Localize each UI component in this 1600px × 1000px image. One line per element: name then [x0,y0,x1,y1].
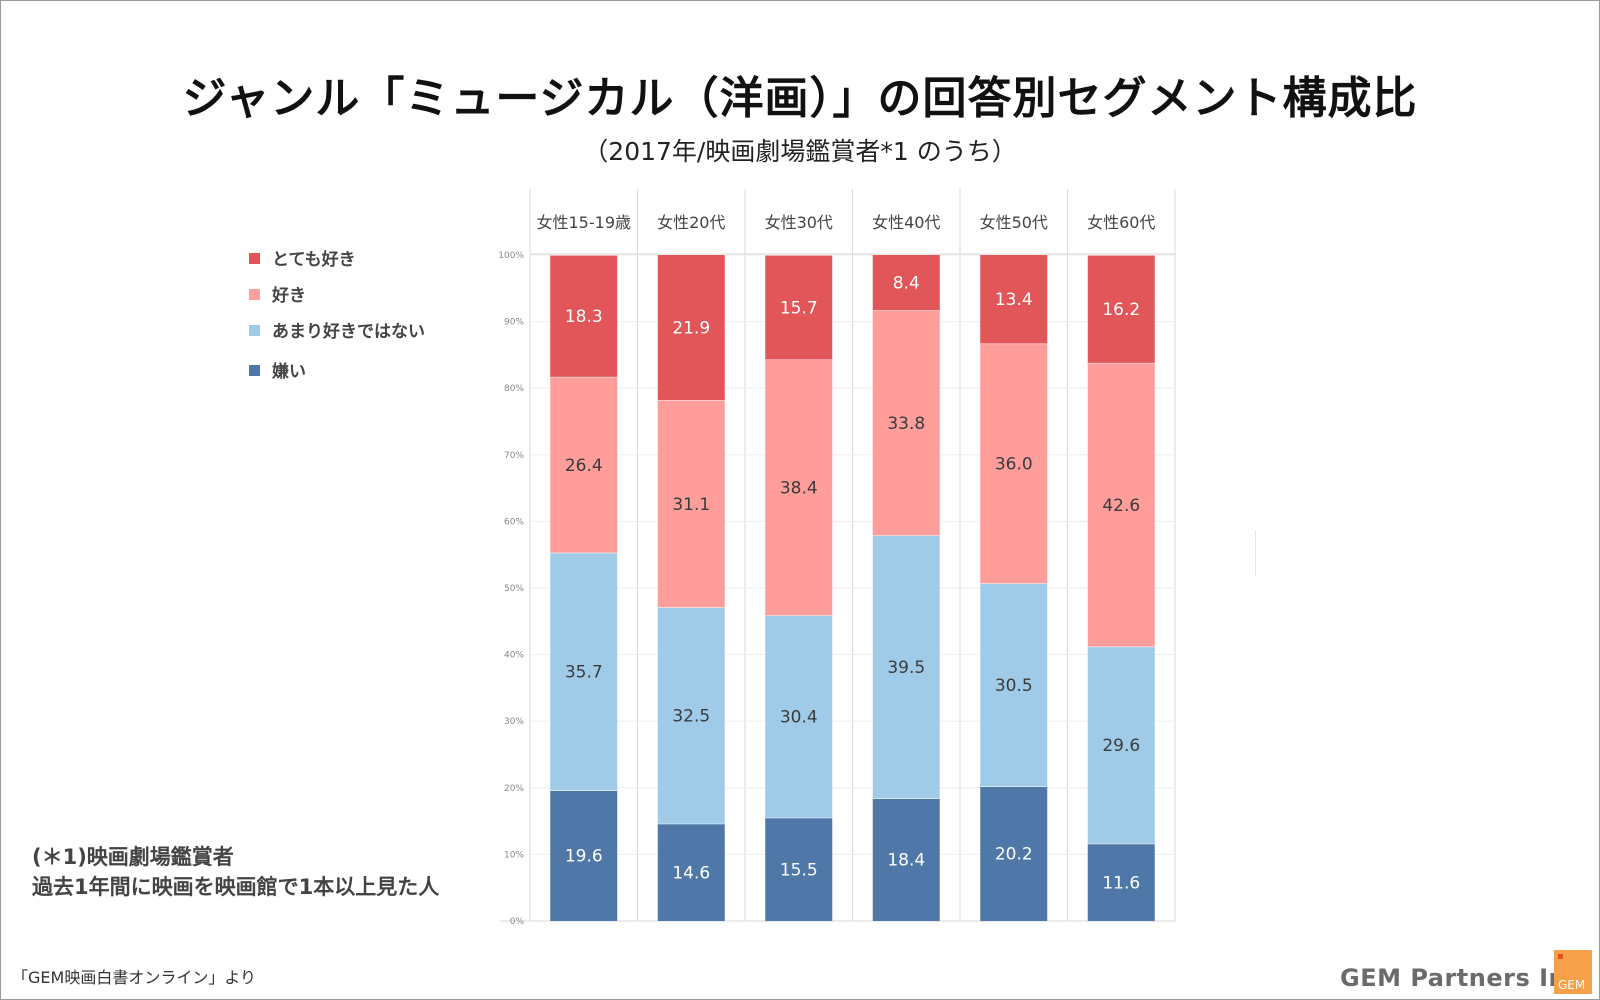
footnote-line-2: 過去1年間に映画を映画館で1本以上見た人 [32,875,440,899]
source-credit: 「GEM映画白書オンライン」より [12,968,256,987]
y-tick-label: 10% [504,850,524,860]
legend-item: あまり好きではない [249,317,425,342]
data-label: 30.5 [995,676,1033,696]
chart-title: ジャンル「ミュージカル（洋画）」の回答別セグメント構成比 [182,73,1418,124]
plot-area: 0% 10% 20% 30% 40% 50% 60% 70% 80% 90% 100% 女性15-19… [498,189,1176,927]
bar-segment [657,400,725,608]
data-label: 13.4 [995,290,1033,310]
data-label: 36.0 [995,454,1033,474]
bar-segment [657,823,725,921]
data-label: 31.1 [672,495,710,515]
bar-segment [980,254,1048,344]
data-label: 29.6 [1102,736,1140,756]
bar-segment [1087,646,1155,844]
category-header: 女性40代 [872,213,940,232]
brand-logo: GEM [1554,950,1592,994]
y-tick-label: 20% [504,784,524,794]
y-tick-label: 100% [498,251,524,261]
data-label: 21.9 [672,318,710,338]
y-tick-label: 60% [504,517,524,527]
data-label: 11.6 [1102,873,1140,893]
data-label: 14.6 [672,863,710,883]
data-label: 33.8 [887,414,925,434]
data-label: 30.4 [780,708,818,728]
data-label: 38.4 [780,478,818,498]
bar-segment [550,790,618,921]
legend-swatch [249,324,260,336]
bar-segment [1087,362,1155,647]
bar-segment [657,607,725,824]
data-label: 19.6 [565,847,603,867]
data-label: 26.4 [565,456,603,476]
data-label: 15.7 [780,298,818,318]
data-label: 8.4 [893,273,920,293]
footnote-line-1: (＊1)映画劇場鑑賞者 [32,845,234,869]
y-tick-label: 40% [504,651,524,661]
data-label: 20.2 [995,845,1033,865]
category-header: 女性20代 [657,213,725,232]
footnote: (＊1)映画劇場鑑賞者 過去1年間に映画を映画館で1本以上見た人 [32,842,439,902]
bar-segment [980,343,1048,584]
bar-segment [765,359,833,616]
bar-segment [765,255,833,360]
bar-segment [872,535,940,799]
data-label: 32.5 [672,707,710,727]
y-tick-label: 80% [504,384,524,394]
data-label: 18.4 [887,851,925,871]
legend-label: あまり好きではない [272,322,425,342]
bar-segment [980,786,1048,921]
bar-segment [872,254,940,311]
y-tick-label: 30% [504,717,524,727]
legend-swatch [249,252,260,264]
legend-label: 好き [272,286,306,306]
data-label: 39.5 [887,658,925,678]
bar-segment [1087,843,1155,921]
bar-segment [550,376,618,553]
legend-item: 好き [249,281,306,306]
brand-logo-dot [1558,954,1563,959]
category-header: 女性30代 [765,213,833,232]
bar-segment [550,552,618,791]
bar-segment [550,255,618,377]
legend-item: 嫌い [249,357,306,382]
data-label: 35.7 [565,663,603,683]
bar-segment [765,615,833,818]
bar-segment [872,310,940,536]
legend-swatch [249,364,260,376]
bar-segment [657,254,725,401]
bar-segment [765,817,833,921]
brand-logo-text: GEM [1558,978,1586,992]
legend-item: とても好き [249,245,356,270]
category-header: 女性60代 [1087,213,1155,232]
data-label: 42.6 [1102,496,1140,516]
bar-segment [980,583,1048,787]
legend-label: とても好き [272,250,356,270]
y-tick-label: 50% [504,584,524,594]
y-tick-label: 70% [504,451,524,461]
chart-subtitle: （2017年/映画劇場鑑賞者*1 のうち） [583,137,1017,166]
data-label: 16.2 [1102,300,1140,320]
data-label: 15.5 [780,860,818,880]
category-header: 女性50代 [980,213,1048,232]
category-header: 女性15-19歳 [537,213,632,232]
legend-swatch [249,288,260,300]
brand-name: GEM Partners Inc. [1340,964,1591,992]
data-label: 18.3 [565,307,603,327]
y-tick-label: 0% [510,917,525,927]
legend-label: 嫌い [272,362,306,382]
y-tick-label: 90% [504,318,524,328]
bar-segment [1087,255,1155,363]
bar-segment [872,798,940,921]
divider-line [1255,530,1256,576]
